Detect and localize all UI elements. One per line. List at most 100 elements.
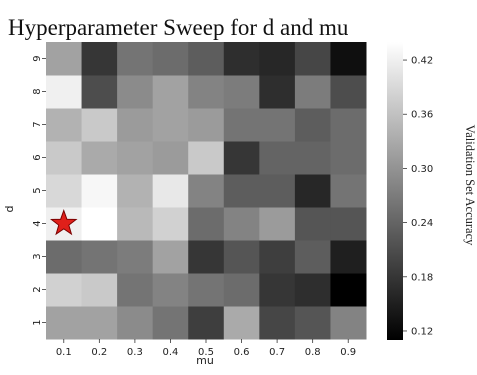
colorbar-tick-label: 0.42 bbox=[411, 56, 433, 67]
heatmap-cell-d9-mu0.7 bbox=[259, 42, 296, 76]
heatmap-cell-d6-mu0.4 bbox=[152, 141, 189, 175]
heatmap-cell-d5-mu0.6 bbox=[223, 174, 260, 208]
heatmap-cell-d2-mu0.7 bbox=[259, 273, 296, 307]
heatmap-cell-d1-mu0.9 bbox=[330, 306, 367, 340]
heatmap-cell-d3-mu0.9 bbox=[330, 240, 367, 274]
heatmap-cell-d7-mu0.3 bbox=[117, 108, 154, 142]
heatmap-cell-d5-mu0.7 bbox=[259, 174, 296, 208]
heatmap-cell-d2-mu0.6 bbox=[223, 273, 260, 307]
heatmap-cell-d8-mu0.7 bbox=[259, 75, 296, 109]
heatmap-cell-d5-mu0.9 bbox=[330, 174, 367, 208]
heatmap-cell-d7-mu0.4 bbox=[152, 108, 189, 142]
heatmap-cell-d9-mu0.9 bbox=[330, 42, 367, 76]
x-tick-label: 0.7 bbox=[269, 347, 285, 358]
heatmap-cell-d5-mu0.3 bbox=[117, 174, 154, 208]
y-tick-label: 9 bbox=[32, 55, 43, 61]
heatmap-cell-d9-mu0.6 bbox=[223, 42, 260, 76]
heatmap-cell-d2-mu0.3 bbox=[117, 273, 154, 307]
star-marker bbox=[49, 209, 78, 236]
y-tick-label: 1 bbox=[32, 319, 43, 325]
colorbar-gradient bbox=[387, 42, 403, 340]
heatmap-cell-d6-mu0.2 bbox=[81, 141, 118, 175]
x-tick-label: 0.1 bbox=[56, 347, 72, 358]
x-tick-label: 0.8 bbox=[305, 347, 321, 358]
heatmap-cell-d8-mu0.3 bbox=[117, 75, 154, 109]
x-tick-label: 0.4 bbox=[162, 347, 178, 358]
heatmap-cell-d4-mu0.2 bbox=[81, 207, 118, 241]
heatmap-cell-d3-mu0.7 bbox=[259, 240, 296, 274]
heatmap-cell-d5-mu0.2 bbox=[81, 174, 118, 208]
x-axis-label: mu bbox=[196, 354, 214, 367]
x-tick-label: 0.6 bbox=[234, 347, 250, 358]
heatmap-cell-d1-mu0.6 bbox=[223, 306, 260, 340]
heatmap-cell-d3-mu0.8 bbox=[294, 240, 331, 274]
heatmap-cell-d4-mu0.3 bbox=[117, 207, 154, 241]
heatmap-cell-d1-mu0.3 bbox=[117, 306, 154, 340]
heatmap-cell-d7-mu0.6 bbox=[223, 108, 260, 142]
heatmap-cell-d3-mu0.3 bbox=[117, 240, 154, 274]
heatmap-cell-d8-mu0.1 bbox=[46, 75, 83, 109]
heatmap-cell-d3-mu0.6 bbox=[223, 240, 260, 274]
heatmap-cell-d7-mu0.8 bbox=[294, 108, 331, 142]
heatmap-cell-d9-mu0.8 bbox=[294, 42, 331, 76]
y-tick-label: 6 bbox=[32, 154, 43, 160]
y-tick-label: 5 bbox=[32, 187, 43, 193]
heatmap-cell-d9-mu0.1 bbox=[46, 42, 83, 76]
heatmap-cell-d8-mu0.8 bbox=[294, 75, 331, 109]
best-marker bbox=[49, 209, 78, 236]
heatmap-cell-d1-mu0.7 bbox=[259, 306, 296, 340]
heatmap-cell-d8-mu0.5 bbox=[188, 75, 225, 109]
heatmap-cell-d6-mu0.7 bbox=[259, 141, 296, 175]
heatmap-cells bbox=[46, 42, 367, 340]
heatmap-cell-d4-mu0.6 bbox=[223, 207, 260, 241]
y-tick-label: 8 bbox=[32, 88, 43, 94]
heatmap-cell-d1-mu0.4 bbox=[152, 306, 189, 340]
colorbar-tick-label: 0.12 bbox=[411, 326, 433, 337]
y-axis: 1 2 3 4 5 6 7 8 9 bbox=[32, 55, 46, 326]
heatmap-cell-d1-mu0.8 bbox=[294, 306, 331, 340]
heatmap-cell-d9-mu0.5 bbox=[188, 42, 225, 76]
heatmap-cell-d3-mu0.1 bbox=[46, 240, 83, 274]
y-tick-label: 4 bbox=[32, 220, 43, 226]
colorbar-tick-label: 0.30 bbox=[411, 164, 433, 175]
y-tick-label: 2 bbox=[32, 286, 43, 292]
heatmap-cell-d2-mu0.1 bbox=[46, 273, 83, 307]
x-tick-label: 0.9 bbox=[340, 347, 356, 358]
heatmap-cell-d7-mu0.7 bbox=[259, 108, 296, 142]
heatmap-cell-d4-mu0.7 bbox=[259, 207, 296, 241]
heatmap-cell-d9-mu0.2 bbox=[81, 42, 118, 76]
heatmap-cell-d3-mu0.5 bbox=[188, 240, 225, 274]
colorbar-tick-label: 0.24 bbox=[411, 218, 433, 229]
heatmap-cell-d6-mu0.8 bbox=[294, 141, 331, 175]
colorbar-tick-label: 0.36 bbox=[411, 110, 433, 121]
x-tick-label: 0.5 bbox=[198, 347, 214, 358]
y-tick-label: 3 bbox=[32, 253, 43, 259]
heatmap-cell-d2-mu0.8 bbox=[294, 273, 331, 307]
colorbar-tick-label: 0.18 bbox=[411, 272, 433, 283]
heatmap-cell-d7-mu0.2 bbox=[81, 108, 118, 142]
heatmap-cell-d6-mu0.6 bbox=[223, 141, 260, 175]
heatmap-cell-d1-mu0.2 bbox=[81, 306, 118, 340]
heatmap-cell-d3-mu0.4 bbox=[152, 240, 189, 274]
heatmap-cell-d4-mu0.8 bbox=[294, 207, 331, 241]
colorbar-label: Validation Set Accuracy bbox=[463, 125, 477, 247]
heatmap-cell-d1-mu0.5 bbox=[188, 306, 225, 340]
y-tick-label: 7 bbox=[32, 121, 43, 127]
heatmap-cell-d3-mu0.2 bbox=[81, 240, 118, 274]
heatmap-cell-d8-mu0.2 bbox=[81, 75, 118, 109]
heatmap-cell-d2-mu0.2 bbox=[81, 273, 118, 307]
heatmap-cell-d9-mu0.3 bbox=[117, 42, 154, 76]
heatmap-cell-d5-mu0.1 bbox=[46, 174, 83, 208]
heatmap-cell-d8-mu0.9 bbox=[330, 75, 367, 109]
heatmap-cell-d4-mu0.9 bbox=[330, 207, 367, 241]
heatmap-cell-d4-mu0.5 bbox=[188, 207, 225, 241]
heatmap-cell-d1-mu0.1 bbox=[46, 306, 83, 340]
heatmap-cell-d6-mu0.1 bbox=[46, 141, 83, 175]
heatmap-cell-d8-mu0.4 bbox=[152, 75, 189, 109]
x-tick-label: 0.3 bbox=[127, 347, 143, 358]
heatmap-cell-d2-mu0.9 bbox=[330, 273, 367, 307]
heatmap-cell-d9-mu0.4 bbox=[152, 42, 189, 76]
heatmap-cell-d7-mu0.5 bbox=[188, 108, 225, 142]
heatmap-cell-d4-mu0.4 bbox=[152, 207, 189, 241]
heatmap-cell-d6-mu0.3 bbox=[117, 141, 154, 175]
